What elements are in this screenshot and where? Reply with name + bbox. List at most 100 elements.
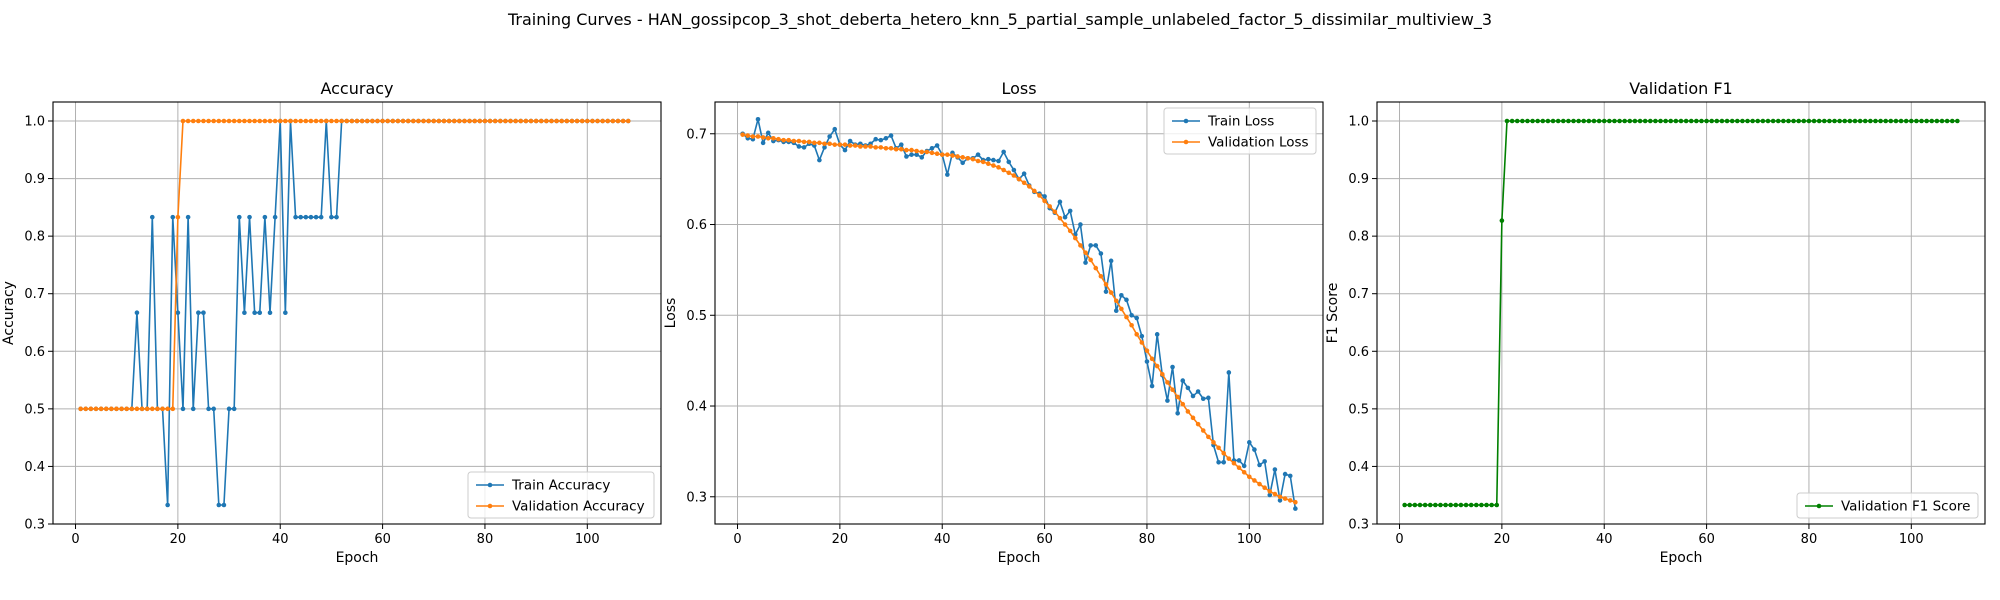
data-point xyxy=(1021,180,1027,186)
data-point xyxy=(960,160,965,166)
y-tick-label: 0.9 xyxy=(1348,172,1369,187)
data-point xyxy=(1124,314,1129,320)
data-point xyxy=(1852,118,1858,124)
data-point xyxy=(1673,118,1679,124)
x-tick-label: 60 xyxy=(1036,532,1053,547)
data-point xyxy=(904,154,909,159)
data-point xyxy=(1165,380,1170,385)
data-point xyxy=(1883,118,1889,124)
data-point xyxy=(1083,260,1088,265)
data-point xyxy=(996,165,1001,170)
data-point xyxy=(313,214,319,220)
legend: Train Accuracy Validation Accuracy xyxy=(467,471,655,519)
legend-label: Train Loss xyxy=(1207,114,1274,130)
data-point xyxy=(236,214,242,220)
data-point xyxy=(1154,332,1160,337)
data-point xyxy=(1898,118,1904,124)
data-point xyxy=(334,118,339,124)
data-point xyxy=(1252,447,1257,452)
data-point xyxy=(221,502,227,508)
x-axis-label: Epoch xyxy=(336,550,379,566)
data-point xyxy=(868,144,873,149)
data-point xyxy=(975,152,981,157)
data-point xyxy=(796,138,802,144)
data-point xyxy=(1200,428,1206,433)
data-point xyxy=(1888,118,1894,124)
data-point xyxy=(175,310,181,316)
data-point xyxy=(817,157,822,163)
data-point xyxy=(1632,118,1638,124)
data-point xyxy=(1781,118,1786,124)
y-tick-label: 0.6 xyxy=(24,345,45,360)
data-point xyxy=(985,156,991,162)
data-point xyxy=(1139,333,1145,339)
data-point xyxy=(1175,410,1180,416)
data-point xyxy=(1448,502,1453,508)
data-point xyxy=(1144,348,1150,353)
data-point xyxy=(1103,282,1109,287)
data-point xyxy=(349,118,355,124)
data-point xyxy=(1134,315,1140,321)
data-point xyxy=(1287,473,1293,479)
data-point xyxy=(883,145,889,151)
data-point xyxy=(574,118,580,124)
data-point xyxy=(1453,502,1459,508)
y-tick-label: 0.3 xyxy=(1348,518,1369,533)
data-point xyxy=(1001,149,1006,155)
data-point xyxy=(1134,332,1140,337)
x-tick-label: 60 xyxy=(374,532,391,547)
data-point xyxy=(1206,434,1211,440)
data-point xyxy=(1216,459,1221,465)
data-point xyxy=(1293,499,1298,505)
data-point xyxy=(1438,502,1443,508)
data-point xyxy=(1596,118,1602,124)
data-point xyxy=(1257,462,1262,468)
data-point xyxy=(1914,118,1919,124)
data-point xyxy=(508,118,513,124)
y-tick-label: 1.0 xyxy=(1348,114,1369,129)
data-point xyxy=(247,118,252,124)
data-point xyxy=(1729,118,1735,124)
data-point xyxy=(996,158,1001,164)
data-point xyxy=(1642,118,1648,124)
data-point xyxy=(740,132,745,137)
data-point xyxy=(1073,235,1078,241)
data-point xyxy=(457,118,462,124)
y-tick-label: 0.5 xyxy=(24,402,45,417)
data-point xyxy=(103,406,109,412)
data-point xyxy=(308,118,314,124)
data-point xyxy=(226,406,232,412)
data-point xyxy=(1272,467,1278,472)
data-point xyxy=(1842,118,1848,124)
x-tick-label: 80 xyxy=(1801,532,1818,547)
data-point xyxy=(817,140,822,146)
data-point xyxy=(277,118,283,124)
data-point xyxy=(1026,184,1032,189)
data-point xyxy=(1236,458,1242,463)
data-point xyxy=(1433,502,1438,508)
data-point xyxy=(364,118,370,124)
data-point xyxy=(293,214,298,220)
y-tick-label: 0.5 xyxy=(1348,402,1369,417)
data-point xyxy=(1765,118,1771,124)
data-point xyxy=(1607,118,1612,124)
data-point xyxy=(827,134,832,139)
data-point xyxy=(78,406,83,412)
data-point xyxy=(1057,215,1063,221)
data-point xyxy=(190,118,196,124)
y-axis-label: Loss xyxy=(663,298,679,329)
data-point xyxy=(1489,502,1494,508)
data-point xyxy=(625,118,631,124)
legend: Train Loss Validation Loss xyxy=(1163,107,1317,155)
data-point xyxy=(1862,118,1868,124)
data-point xyxy=(1190,415,1196,421)
data-point xyxy=(765,136,771,141)
data-point xyxy=(242,118,247,124)
data-point xyxy=(329,118,334,124)
data-point xyxy=(98,406,104,412)
data-point xyxy=(1601,118,1607,124)
data-point xyxy=(1407,502,1413,508)
data-point xyxy=(1160,371,1165,377)
data-point xyxy=(1057,199,1063,205)
data-point xyxy=(1929,118,1935,124)
